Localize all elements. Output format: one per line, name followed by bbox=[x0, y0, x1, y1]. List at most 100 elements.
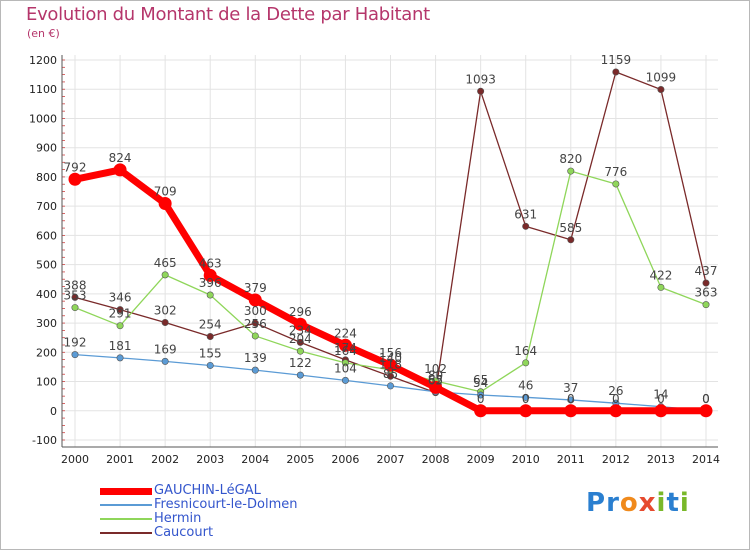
data-label: 169 bbox=[154, 342, 177, 356]
data-label: 1159 bbox=[601, 53, 632, 67]
data-label: 156 bbox=[379, 346, 402, 360]
x-tick-label: 2008 bbox=[422, 453, 450, 466]
data-label: 80 bbox=[428, 368, 443, 382]
data-label: 224 bbox=[334, 326, 357, 340]
data-label: 300 bbox=[244, 304, 267, 318]
data-point bbox=[657, 283, 665, 291]
data-point bbox=[702, 301, 710, 309]
data-label: 122 bbox=[289, 356, 312, 370]
data-label: 363 bbox=[695, 286, 718, 300]
legend-label: GAUCHIN-LéGAL bbox=[154, 483, 261, 498]
data-label: 140 bbox=[379, 351, 402, 365]
data-point bbox=[206, 333, 214, 341]
data-label: 631 bbox=[514, 207, 537, 221]
data-point bbox=[612, 180, 620, 188]
data-label: 102 bbox=[424, 362, 447, 376]
data-point bbox=[161, 271, 169, 279]
data-point bbox=[68, 172, 82, 186]
legend-label: Caucourt bbox=[154, 525, 214, 540]
data-point bbox=[206, 361, 214, 369]
logo-letter: i bbox=[679, 488, 690, 518]
data-point bbox=[612, 68, 620, 76]
data-label: 820 bbox=[559, 152, 582, 166]
data-label: 192 bbox=[64, 336, 87, 350]
data-label: 164 bbox=[514, 344, 537, 358]
data-label: 1099 bbox=[646, 71, 677, 85]
y-tick-label: -100 bbox=[32, 434, 57, 447]
data-label: 155 bbox=[199, 346, 222, 360]
data-label: 792 bbox=[64, 160, 87, 174]
data-point bbox=[429, 380, 443, 394]
data-label: 388 bbox=[64, 278, 87, 292]
data-point bbox=[522, 359, 530, 367]
data-point bbox=[116, 306, 124, 314]
data-label: 0 bbox=[567, 392, 575, 406]
data-label: 204 bbox=[289, 332, 312, 346]
data-label: 0 bbox=[522, 392, 530, 406]
data-point bbox=[251, 319, 259, 327]
data-label: 104 bbox=[334, 361, 357, 375]
data-point bbox=[567, 167, 575, 175]
legend-label: Fresnicourt-le-Dolmen bbox=[154, 497, 298, 512]
y-tick-label: 1100 bbox=[29, 83, 57, 96]
data-label: 346 bbox=[109, 291, 132, 305]
x-tick-label: 2012 bbox=[602, 453, 630, 466]
data-label: 46 bbox=[518, 378, 533, 392]
data-point bbox=[161, 318, 169, 326]
data-point bbox=[341, 376, 349, 384]
x-tick-label: 2013 bbox=[647, 453, 675, 466]
data-point bbox=[248, 293, 262, 307]
x-tick-label: 2002 bbox=[151, 453, 179, 466]
data-label: 26 bbox=[608, 384, 623, 398]
data-label: 585 bbox=[559, 221, 582, 235]
data-point bbox=[296, 338, 304, 346]
data-point bbox=[477, 391, 485, 399]
data-point bbox=[161, 357, 169, 365]
data-label: 37 bbox=[563, 381, 578, 395]
x-tick-label: 2006 bbox=[331, 453, 359, 466]
data-point bbox=[293, 317, 307, 331]
data-label: 0 bbox=[702, 392, 710, 406]
logo-letter: x bbox=[638, 488, 657, 518]
legend-swatch bbox=[100, 518, 152, 520]
logo-letter: P bbox=[586, 488, 607, 518]
y-tick-label: 800 bbox=[36, 171, 57, 184]
unit-label: (en €) bbox=[27, 27, 60, 40]
data-label: 0 bbox=[702, 392, 710, 406]
y-tick-label: 400 bbox=[36, 288, 57, 301]
legend-swatch bbox=[100, 532, 152, 534]
y-tick-label: 0 bbox=[50, 405, 57, 418]
data-point bbox=[116, 354, 124, 362]
y-tick-label: 700 bbox=[36, 200, 57, 213]
data-label: 256 bbox=[244, 317, 267, 331]
data-point bbox=[113, 163, 127, 177]
x-tick-label: 2011 bbox=[557, 453, 585, 466]
legend-swatch bbox=[100, 504, 152, 506]
y-tick-label: 1000 bbox=[29, 112, 57, 125]
data-label: 62 bbox=[428, 374, 443, 388]
data-point bbox=[519, 404, 533, 418]
data-label: 422 bbox=[649, 268, 672, 282]
y-tick-label: 100 bbox=[36, 376, 57, 389]
data-label: 0 bbox=[657, 392, 665, 406]
y-tick-label: 900 bbox=[36, 142, 57, 155]
data-point bbox=[702, 279, 710, 287]
x-tick-label: 2010 bbox=[512, 453, 540, 466]
data-point bbox=[609, 404, 623, 418]
data-point bbox=[477, 87, 485, 95]
data-point bbox=[657, 86, 665, 94]
data-point bbox=[567, 396, 575, 404]
legend-swatch bbox=[100, 487, 152, 495]
data-point bbox=[522, 393, 530, 401]
x-tick-label: 2007 bbox=[377, 453, 405, 466]
legend-label: Hermin bbox=[154, 511, 202, 526]
x-tick-label: 2009 bbox=[467, 453, 495, 466]
logo-letter: i bbox=[656, 488, 667, 518]
data-label: 65 bbox=[473, 373, 488, 387]
data-label: 465 bbox=[154, 256, 177, 270]
chart-title: Evolution du Montant de la Dette par Hab… bbox=[26, 4, 430, 25]
y-tick-label: 200 bbox=[36, 346, 57, 359]
data-label: 302 bbox=[154, 303, 177, 317]
y-tick-label: 300 bbox=[36, 317, 57, 330]
data-point bbox=[567, 236, 575, 244]
